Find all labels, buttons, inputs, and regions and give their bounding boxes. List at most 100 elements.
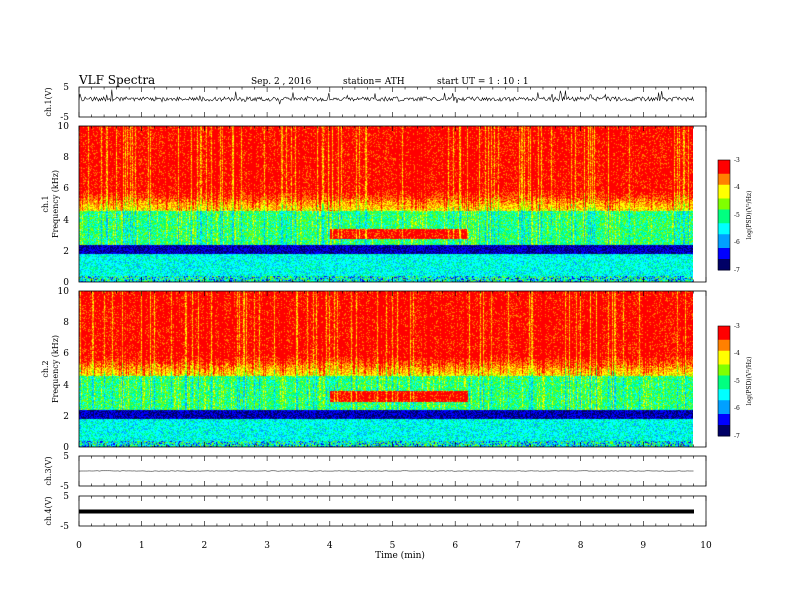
ch1-colorbar-step (718, 215, 730, 219)
ch1-waveform-panel: 5 -5 ch.1(V) (44, 83, 707, 123)
ch2-colorbar-step (718, 400, 730, 404)
ch1-colorbar-step (718, 206, 730, 210)
xtick-8: 8 (578, 541, 584, 551)
xtick-9: 9 (640, 541, 646, 551)
ch2-colorbar-step (718, 394, 730, 398)
xtick-0: 0 (76, 541, 82, 551)
ch2-colorbar-step (718, 334, 730, 338)
ch1-colorbar-step (718, 187, 730, 191)
ch2-colorbar-step (718, 433, 730, 437)
xtick-6: 6 (452, 541, 458, 551)
ch1-cbar-tick-m3: -3 (734, 157, 740, 164)
xtick-4: 4 (327, 541, 333, 551)
ch1-colorbar-step (718, 171, 730, 175)
xtick-1: 1 (139, 541, 145, 551)
ch2-colorbar-step (718, 370, 730, 374)
ch3-waveform-panel: 5 -5 ch.3(V) (44, 452, 707, 492)
ch2-colorbar-step (718, 414, 730, 418)
ch1-colorbar-step (718, 259, 730, 263)
ch1-cbar-tick-m4: -4 (734, 184, 740, 191)
ch2-colorbar-step (718, 411, 730, 415)
ch1-cbar-tick-m6: -6 (734, 239, 740, 246)
ch2-colorbar-step (718, 348, 730, 352)
ch1-colorbar-step (718, 220, 730, 224)
ch2-spectrogram-image (79, 291, 693, 447)
ch2-colorbar-step (718, 326, 730, 330)
ch1-colorbar-step (718, 198, 730, 202)
ch2-colorbar: -3 -4 -5 -6 -7 log(PSD)(V²/Hz) (717, 323, 753, 440)
ch2-colorbar-step (718, 364, 730, 368)
ch2-colorbar-step (718, 331, 730, 335)
ch1-colorbar-step (718, 195, 730, 199)
ch1-ytick-2: 2 (63, 247, 69, 257)
xtick-3: 3 (264, 541, 270, 551)
ch1-colorbar-step (718, 234, 730, 238)
ch2-colorbar-step (718, 342, 730, 346)
ch1-colorbar-step (718, 168, 730, 172)
ch2-ytick-10: 10 (58, 287, 70, 297)
ch2-colorbar-step (718, 416, 730, 420)
ch2-colorbar-step (718, 350, 730, 354)
ch2-colorbar-step (718, 389, 730, 393)
ch1-cbar-label: log(PSD)(V²/Hz) (746, 191, 753, 240)
xtick-2: 2 (202, 541, 208, 551)
ch2-colorbar-step (718, 378, 730, 382)
ch2-colorbar-step (718, 405, 730, 409)
ch1-ytick-4: 4 (63, 216, 69, 226)
ch1-ytick-bottom: -5 (60, 113, 69, 123)
ch1-colorbar-step (718, 228, 730, 232)
ch1-colorbar-step (718, 242, 730, 246)
ch1-colorbar-step (718, 193, 730, 197)
ch1-channel-label: ch.1 (41, 195, 50, 212)
xtick-7: 7 (515, 541, 521, 551)
ch2-colorbar-step (718, 372, 730, 376)
ch2-colorbar-step (718, 408, 730, 412)
ch1-colorbar-step (718, 261, 730, 265)
ch2-spectrogram-panel: 0 2 4 6 8 10 ch.2 Frequency (kHz) (41, 287, 707, 453)
ch4-ytick-bottom: -5 (60, 522, 69, 532)
ch3-ylabel: ch.3(V) (44, 456, 53, 485)
ch1-ytick-6: 6 (63, 184, 69, 194)
ch2-spectrogram-raster (79, 291, 693, 447)
header-date: Sep. 2 , 2016 (251, 77, 311, 87)
ch1-spectrogram-panel: 0 2 4 6 8 10 ch.1 Frequency (kHz) (41, 122, 707, 288)
ch1-colorbar-step (718, 162, 730, 166)
xtick-5: 5 (390, 541, 396, 551)
ch1-colorbar-step (718, 231, 730, 235)
ch1-colorbar-step (718, 226, 730, 230)
ch2-colorbar-step (718, 375, 730, 379)
ch2-colorbar-step (718, 339, 730, 343)
ch2-cbar-tick-m4: -4 (734, 350, 740, 357)
ch1-cbar-tick-m7: -7 (734, 267, 740, 274)
ch1-colorbar-step (718, 209, 730, 213)
ch1-frequency-label: Frequency (kHz) (51, 170, 60, 238)
ch1-colorbar-step (718, 190, 730, 194)
ch1-colorbar-step (718, 237, 730, 241)
time-axis-ticks (78, 87, 707, 526)
ch1-colorbar-step (718, 253, 730, 257)
ch2-ytick-2: 2 (63, 412, 69, 422)
ch2-frequency-label: Frequency (kHz) (51, 335, 60, 403)
ch2-colorbar-step (718, 345, 730, 349)
header-start-time: start UT = 1 : 10 : 1 (437, 77, 529, 87)
ch2-colorbar-step (718, 397, 730, 401)
ch2-cbar-tick-m3: -3 (734, 323, 740, 330)
ch2-ytick-0: 0 (63, 443, 69, 453)
ch1-ytick-10: 10 (58, 122, 70, 132)
time-axis-labels: 0 1 2 3 4 5 6 7 8 9 10 Time (min) (76, 541, 712, 561)
ch2-colorbar-step (718, 386, 730, 390)
ch1-colorbar-step (718, 179, 730, 183)
ch2-ytick-6: 6 (63, 349, 69, 359)
ch2-channel-label: ch.2 (41, 360, 50, 377)
ch3-ytick-bottom: -5 (60, 482, 69, 492)
ch1-colorbar-step (718, 201, 730, 205)
ch1-colorbar-step (718, 245, 730, 249)
ch1-colorbar-step (718, 250, 730, 254)
ch2-colorbar-step (718, 392, 730, 396)
ch2-ytick-8: 8 (63, 318, 69, 328)
ch2-colorbar-step (718, 361, 730, 365)
ch1-colorbar-step (718, 217, 730, 221)
header-station: station= ATH (343, 77, 405, 87)
xtick-10: 10 (700, 541, 712, 551)
